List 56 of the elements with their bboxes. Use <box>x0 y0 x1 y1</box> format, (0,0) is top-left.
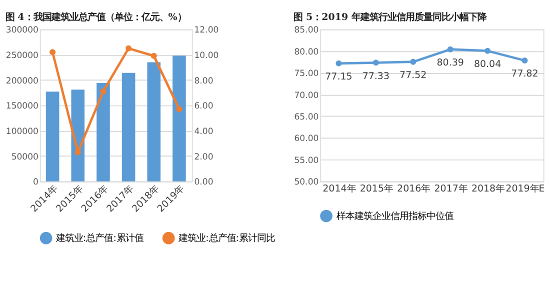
data-label: 77.82 <box>511 68 538 80</box>
y-tick-label: 200000 <box>6 76 38 86</box>
point <box>150 52 157 59</box>
chart-title: 图 4：我国建筑业总产值（单位：亿元、%） <box>5 12 186 23</box>
y-tick-label: 80.00 <box>294 47 319 58</box>
point <box>447 46 454 52</box>
point <box>126 45 132 52</box>
bar <box>46 92 60 182</box>
y2-tick-label: 10.00 <box>194 50 219 61</box>
point <box>522 58 528 64</box>
data-label: 77.33 <box>362 70 390 82</box>
data-label: 77.52 <box>400 70 427 81</box>
legend-label: 建筑业:总产值:累计同比 <box>178 232 275 244</box>
data-label: 77.15 <box>325 72 352 83</box>
point <box>410 58 416 65</box>
y2-tick-label: 4.00 <box>194 126 214 137</box>
x-tick-label: 2017年 <box>434 183 468 194</box>
point <box>100 88 106 94</box>
bar <box>172 56 186 182</box>
y-tick-label: 100000 <box>6 126 38 137</box>
legend-label: 样本建筑企业信用指标中位值 <box>336 210 454 222</box>
y2-tick-label: 0.00 <box>194 178 214 188</box>
bar <box>96 83 110 182</box>
point <box>484 48 491 54</box>
x-tick-label: 2016年 <box>397 183 430 194</box>
y-tick-label: 250000 <box>6 50 38 61</box>
y-tick-label: 0 <box>33 178 38 188</box>
y-tick-label: 85.00 <box>294 26 319 36</box>
point <box>336 60 342 66</box>
y-tick-label: 60.00 <box>294 134 319 144</box>
chart-title: 图 5：2019 年建筑行业信用质量同比小幅下降 <box>294 12 488 23</box>
y-tick-label: 150000 <box>6 102 38 112</box>
y2-tick-label: 6.00 <box>194 102 214 112</box>
point <box>176 106 182 112</box>
point <box>372 60 379 66</box>
data-label: 80.39 <box>436 58 464 68</box>
y2-tick-label: 8.00 <box>194 76 214 86</box>
x-tick-label: 2018年 <box>471 183 505 194</box>
bar <box>122 72 136 182</box>
y-tick-label: 50000 <box>11 152 38 162</box>
data-label: 80.04 <box>474 59 502 70</box>
x-tick-label: 2015年 <box>360 183 393 194</box>
y-tick-label: 70.00 <box>294 90 319 101</box>
bar <box>147 62 161 182</box>
y-tick-label: 65.00 <box>294 112 319 123</box>
point <box>50 49 56 56</box>
y-tick-label: 75.00 <box>294 69 319 80</box>
x-tick-label: 2014年 <box>322 183 356 194</box>
y-tick-label: 55.00 <box>294 156 319 166</box>
legend-label: 建筑业:总产值:累计值 <box>55 232 144 244</box>
y2-tick-label: 2.00 <box>194 152 214 162</box>
x-tick-label: 2019年E <box>506 183 545 194</box>
point <box>74 149 81 156</box>
y2-tick-label: 12.00 <box>194 26 219 36</box>
y-tick-label: 300000 <box>6 26 38 36</box>
y-tick-label: 50.00 <box>294 178 319 188</box>
